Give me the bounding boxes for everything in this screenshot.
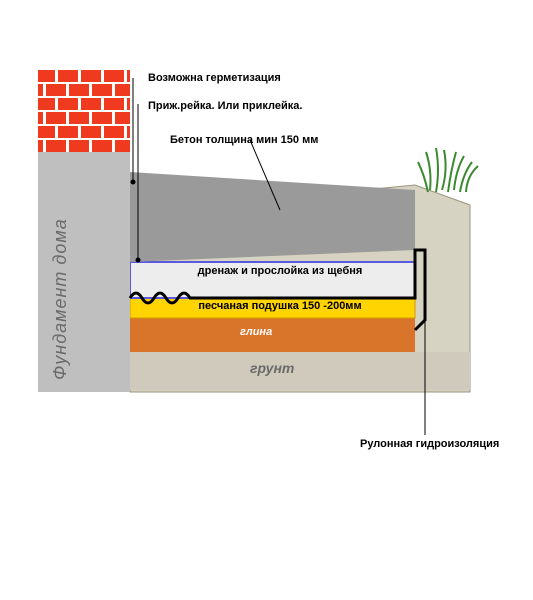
layer-clay bbox=[130, 318, 415, 352]
layer-soil-label: грунт bbox=[250, 360, 294, 376]
layer-sand-label: песчаная подушка 150 -200мм bbox=[170, 300, 390, 312]
diagram-stage: Возможна герметизация Приж.рейка. Или пр… bbox=[0, 0, 533, 600]
callout-sealing-label: Возможна герметизация bbox=[148, 72, 281, 84]
layer-ground bbox=[130, 352, 470, 390]
callout-concrete-label: Бетон толщина мин 150 мм bbox=[170, 134, 318, 146]
layer-drainage-label: дренаж и прослойка из щебня bbox=[190, 265, 370, 277]
layer-concrete bbox=[130, 172, 415, 262]
foundation-text: Фундамент дома bbox=[50, 200, 71, 380]
grass-icon bbox=[418, 148, 478, 192]
callout-rollwp-label: Рулонная гидроизоляция bbox=[360, 438, 499, 450]
callout-clamp-label: Приж.рейка. Или приклейка. bbox=[148, 100, 302, 112]
layer-clay-label: глина bbox=[240, 326, 272, 338]
brick-wall bbox=[38, 68, 130, 152]
